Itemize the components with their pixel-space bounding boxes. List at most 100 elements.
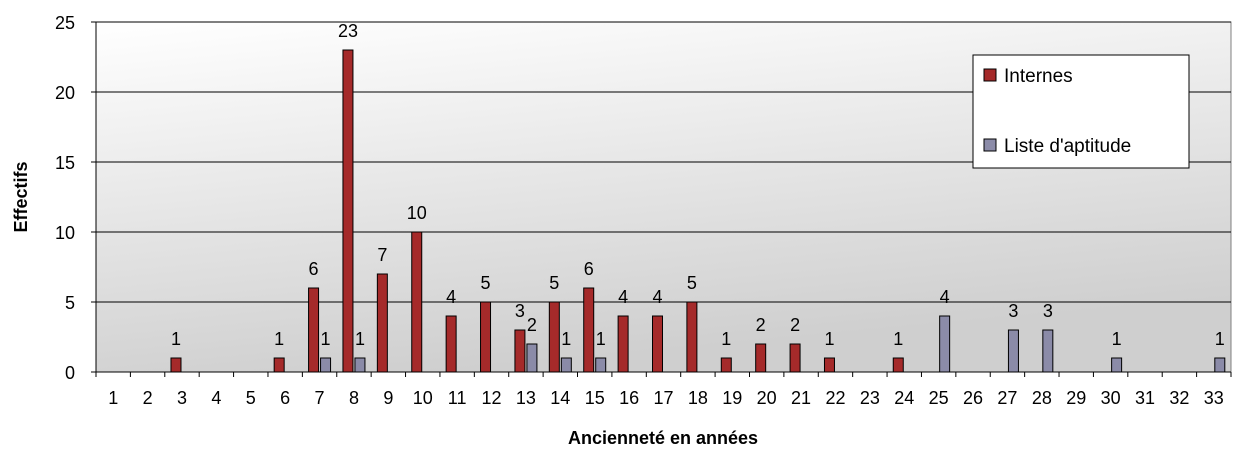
x-tick-label: 26 [963,388,983,408]
data-label: 1 [561,329,571,349]
bar-internes [617,315,629,373]
y-axis-title: Effectifs [11,161,31,232]
bar-internes [170,357,182,373]
y-tick-label: 15 [55,153,75,173]
data-label: 3 [1043,301,1053,321]
bar-internes [445,315,457,373]
data-label: 3 [515,301,525,321]
x-tick-label: 29 [1066,388,1086,408]
bar-liste-aptitude [526,343,538,373]
data-label: 1 [171,329,181,349]
x-tick-label: 19 [722,388,742,408]
x-tick-label: 9 [383,388,393,408]
x-tick-label: 16 [619,388,639,408]
data-label: 2 [790,315,800,335]
bar-internes [548,301,560,373]
bar-internes [755,343,767,373]
legend-swatch-liste-aptitude [983,138,997,152]
data-label: 4 [618,287,628,307]
bars [170,49,1226,373]
data-label: 6 [309,259,319,279]
bar-internes [823,357,835,373]
bar-liste-aptitude [1007,329,1019,373]
x-tick-label: 24 [894,388,914,408]
x-tick-label: 18 [688,388,708,408]
x-tick-label: 2 [143,388,153,408]
data-label: 2 [527,315,537,335]
bar-internes [789,343,801,373]
data-label: 1 [1215,329,1225,349]
x-tick-label: 8 [349,388,359,408]
x-tick-label: 21 [791,388,811,408]
x-tick-label: 31 [1135,388,1155,408]
x-tick-label: 32 [1169,388,1189,408]
bar-liste-aptitude [939,315,951,373]
bar-internes [720,357,732,373]
x-tick-label: 6 [280,388,290,408]
bar-internes [480,301,492,373]
data-label: 5 [687,273,697,293]
x-axis-ticks: 1 2 3 4 5 6 7 8 9 10 11 12 13 14 15 16 17 18 19 20 21 22 23 24 2… [95,372,1232,408]
y-tick-label: 5 [65,293,75,313]
bar-internes [892,357,904,373]
x-tick-label: 13 [516,388,536,408]
data-label: 6 [584,259,594,279]
data-label: 1 [274,329,284,349]
bar-internes [583,287,595,373]
bar-liste-aptitude [1042,329,1054,373]
x-tick-label: 10 [413,388,433,408]
legend-label-liste-aptitude: Liste d'aptitude [1004,136,1131,157]
data-label: 1 [1112,329,1122,349]
bar-liste-aptitude [320,357,332,373]
data-label: 1 [893,329,903,349]
x-tick-label: 25 [929,388,949,408]
data-label: 3 [1008,301,1018,321]
data-label: 1 [321,329,331,349]
data-label: 5 [481,273,491,293]
y-axis-ticks: 0 5 10 15 20 25 [55,13,96,383]
x-tick-label: 1 [108,388,118,408]
x-tick-label: 33 [1204,388,1224,408]
bar-internes [652,315,663,373]
data-label: 4 [940,287,950,307]
data-label: 10 [407,203,427,223]
x-tick-label: 22 [825,388,845,408]
x-tick-label: 14 [550,388,570,408]
bar-internes [514,329,526,373]
data-label: 1 [355,329,365,349]
y-tick-label: 20 [55,83,75,103]
x-tick-label: 12 [482,388,502,408]
x-tick-label: 28 [1032,388,1052,408]
bar-liste-aptitude [1111,357,1123,373]
legend-label-internes: Internes [1004,66,1073,87]
x-tick-label: 4 [211,388,221,408]
bar-internes [342,49,354,373]
y-tick-label: 25 [55,13,75,33]
bar-internes [376,273,388,373]
y-tick-label: 0 [65,363,75,383]
data-label: 1 [596,329,606,349]
data-label: 4 [652,287,662,307]
x-tick-label: 23 [860,388,880,408]
x-tick-label: 15 [585,388,605,408]
data-label: 4 [446,287,456,307]
data-label: 1 [721,329,731,349]
legend-box [972,54,1190,169]
bar-liste-aptitude [354,357,366,373]
x-tick-label: 20 [757,388,777,408]
data-label: 1 [824,329,834,349]
y-tick-label: 10 [55,223,75,243]
bar-liste-aptitude [560,357,572,373]
x-tick-label: 27 [997,388,1017,408]
bar-internes [308,287,320,373]
legend: Internes Liste d'aptitude [972,54,1190,169]
x-tick-label: 7 [315,388,325,408]
bar-internes [686,301,698,373]
x-tick-label: 5 [246,388,256,408]
data-label: 2 [756,315,766,335]
x-tick-label: 3 [177,388,187,408]
data-label: 23 [338,21,358,41]
x-tick-label: 30 [1101,388,1121,408]
legend-swatch-internes [983,68,997,82]
